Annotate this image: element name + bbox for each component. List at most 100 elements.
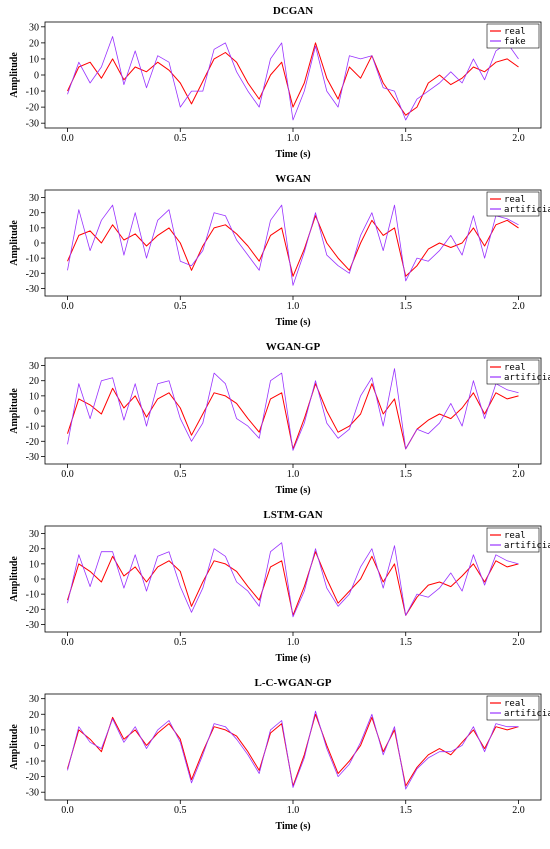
x-tick-label: 1.5 <box>399 805 412 816</box>
legend: realartificial <box>486 191 550 217</box>
y-tick-label: -20 <box>26 269 39 280</box>
y-tick-label: -10 <box>26 422 39 433</box>
legend-entry-real: real <box>504 363 526 373</box>
y-tick-label: -30 <box>26 284 39 295</box>
legend: realartificial <box>486 695 550 721</box>
series-group <box>67 204 519 286</box>
x-tick-label: 0.0 <box>61 301 74 312</box>
x-tick-label: 2.0 <box>512 805 525 816</box>
chart-title: WGAN-GP <box>266 341 321 353</box>
y-axis-label: Amplitude <box>9 724 20 770</box>
y-tick-label: -20 <box>26 772 39 783</box>
x-tick-label: 0.5 <box>174 805 187 816</box>
x-tick-label: 1.0 <box>287 469 300 480</box>
y-tick-label: 0 <box>34 741 39 752</box>
legend-entry-real: real <box>504 699 526 709</box>
legend-box <box>486 23 540 49</box>
series-line-artificial <box>67 542 519 618</box>
y-tick-label: -20 <box>26 103 39 114</box>
y-axis-label: Amplitude <box>9 220 20 266</box>
x-tick-label: 1.0 <box>287 637 300 648</box>
x-tick-label: 0.5 <box>174 301 187 312</box>
chart-panel-1: DCGAN 30 20 10 0 -10 -20 -30 0.0 0.5 1.0 1.5 2.0 Time… <box>9 5 542 160</box>
y-tick-label: 10 <box>29 223 39 234</box>
x-tick-label: 0.5 <box>174 637 187 648</box>
x-tick-label: 1.5 <box>399 133 412 144</box>
series-line-artificial <box>67 368 519 451</box>
series-line-fake <box>67 36 519 121</box>
x-tick-label: 0.0 <box>61 133 74 144</box>
chart-title: DCGAN <box>273 5 313 17</box>
x-axis-label: Time (s) <box>275 485 310 496</box>
y-tick-label: -10 <box>26 757 39 768</box>
y-tick-label: -30 <box>26 452 39 463</box>
y-tick-label: 30 <box>29 361 39 372</box>
x-tick-label: 0.0 <box>61 637 74 648</box>
y-axis-label: Amplitude <box>9 388 20 434</box>
legend: realartificial <box>486 527 550 553</box>
y-tick-label: 0 <box>34 239 39 250</box>
series-group <box>67 710 519 790</box>
series-group <box>67 368 519 451</box>
y-tick-label: 0 <box>34 407 39 418</box>
x-axis-label: Time (s) <box>275 821 310 832</box>
x-tick-label: 0.0 <box>61 469 74 480</box>
x-tick-label: 0.5 <box>174 133 187 144</box>
y-tick-label: 20 <box>29 710 39 721</box>
legend-box <box>486 695 540 721</box>
y-axis-label: Amplitude <box>9 556 20 602</box>
chart-title: L-C-WGAN-GP <box>255 677 332 689</box>
legend-entry-real: real <box>504 27 526 37</box>
y-tick-label: 20 <box>29 544 39 555</box>
y-tick-label: -30 <box>26 788 39 799</box>
chart-panel-4: LSTM-GAN 30 20 10 0 -10 -20 -30 0.0 0.5 1.0 1.5 2.0 T… <box>9 509 550 664</box>
series-line-artificial <box>67 204 519 286</box>
plot-frame <box>44 189 542 297</box>
chart-panel-3: WGAN-GP 30 20 10 0 -10 -20 -30 0.0 0.5 1.0 1.5 2.0 Ti… <box>9 341 550 496</box>
x-axis-label: Time (s) <box>275 653 310 664</box>
y-tick-label: -20 <box>26 605 39 616</box>
x-tick-label: 1.0 <box>287 133 300 144</box>
y-tick-label: -10 <box>26 590 39 601</box>
chart-title: LSTM-GAN <box>263 509 322 521</box>
plot-frame <box>44 21 542 129</box>
y-tick-label: 30 <box>29 22 39 33</box>
series-line-real <box>67 551 519 616</box>
legend-entry-artificial: artificial <box>504 373 550 383</box>
y-tick-label: 10 <box>29 391 39 402</box>
x-tick-label: 0.0 <box>61 805 74 816</box>
y-tick-label: -20 <box>26 437 39 448</box>
series-line-real <box>67 713 519 787</box>
legend-box <box>486 527 540 553</box>
chart-panel-2: WGAN 30 20 10 0 -10 -20 -30 0.0 0.5 1.0 1.5 2.0 Time … <box>9 173 550 328</box>
legend-box <box>486 359 540 385</box>
chart-panel-5: L-C-WGAN-GP 30 20 10 0 -10 -20 -30 0.0 0.5 1.0 1.5 2… <box>9 677 550 832</box>
legend-entry-artificial: artificial <box>504 205 550 215</box>
legend-entry-artificial: artificial <box>504 541 550 551</box>
legend: realartificial <box>486 359 550 385</box>
legend-entry-fake: fake <box>504 37 526 47</box>
x-tick-label: 1.5 <box>399 469 412 480</box>
y-tick-label: -10 <box>26 87 39 98</box>
y-tick-label: 30 <box>29 694 39 705</box>
legend-entry-real: real <box>504 195 526 205</box>
series-group <box>67 36 519 121</box>
x-tick-label: 1.5 <box>399 637 412 648</box>
y-tick-label: -30 <box>26 119 39 130</box>
y-tick-label: 10 <box>29 725 39 736</box>
y-tick-label: 0 <box>34 575 39 586</box>
x-tick-label: 2.0 <box>512 637 525 648</box>
legend-entry-real: real <box>504 531 526 541</box>
y-tick-label: -30 <box>26 620 39 631</box>
legend-box <box>486 191 540 217</box>
y-tick-label: 20 <box>29 208 39 219</box>
y-tick-label: 10 <box>29 54 39 65</box>
y-tick-label: 10 <box>29 559 39 570</box>
x-tick-label: 1.5 <box>399 301 412 312</box>
chart-title: WGAN <box>275 173 311 185</box>
x-tick-label: 2.0 <box>512 133 525 144</box>
y-tick-label: 20 <box>29 376 39 387</box>
y-tick-label: 20 <box>29 38 39 49</box>
